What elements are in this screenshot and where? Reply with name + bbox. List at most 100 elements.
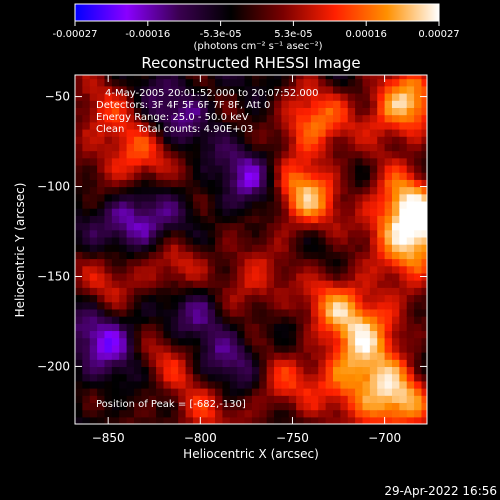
heatmap-cell bbox=[141, 323, 150, 332]
heatmap-cell bbox=[178, 416, 187, 424]
heatmap-cell bbox=[399, 388, 408, 396]
heatmap-cell bbox=[421, 308, 427, 317]
heatmap-cell bbox=[399, 265, 408, 274]
heatmap-cell bbox=[126, 121, 135, 130]
heatmap-cell bbox=[318, 229, 327, 238]
heatmap-cell bbox=[141, 229, 150, 238]
heatmap-cell bbox=[281, 136, 290, 144]
heatmap-cell bbox=[281, 316, 290, 324]
heatmap-cell bbox=[229, 236, 238, 245]
heatmap-cell bbox=[170, 107, 179, 116]
heatmap-cell bbox=[126, 323, 135, 332]
heatmap-cell bbox=[318, 359, 327, 368]
heatmap-cell bbox=[126, 352, 135, 360]
y-axis-ticks: −50−100−150−200 bbox=[37, 90, 427, 373]
heatmap-cell bbox=[141, 301, 150, 310]
heatmap-cell bbox=[362, 352, 371, 360]
heatmap-cell bbox=[133, 236, 142, 245]
heatmap-cell bbox=[200, 150, 209, 159]
heatmap-cell bbox=[141, 416, 150, 424]
heatmap-cell bbox=[200, 301, 209, 310]
heatmap-cell bbox=[148, 323, 157, 332]
heatmap-cell bbox=[133, 380, 142, 389]
heatmap-cell bbox=[421, 316, 427, 324]
heatmap-cell bbox=[170, 157, 179, 166]
heatmap-cell bbox=[362, 287, 371, 296]
heatmap-cell bbox=[318, 373, 327, 382]
heatmap-cell bbox=[288, 294, 297, 303]
heatmap-cell bbox=[82, 251, 91, 260]
heatmap-cell bbox=[133, 395, 142, 404]
heatmap-cell bbox=[237, 316, 246, 324]
heatmap-cell bbox=[207, 409, 216, 418]
heatmap-cell bbox=[274, 352, 283, 360]
heatmap-cell bbox=[377, 373, 386, 382]
heatmap-cell bbox=[237, 359, 246, 368]
heatmap-cell bbox=[222, 200, 231, 209]
heatmap-cell bbox=[384, 251, 393, 260]
heatmap-cell bbox=[163, 85, 172, 94]
heatmap-cell bbox=[170, 409, 179, 418]
heatmap-cell bbox=[148, 236, 157, 245]
heatmap-cell bbox=[406, 395, 415, 404]
heatmap-cell bbox=[192, 200, 201, 209]
heatmap-cell bbox=[244, 359, 253, 368]
heatmap-cell bbox=[178, 409, 187, 418]
heatmap-cell bbox=[104, 316, 113, 324]
heatmap-cell bbox=[200, 128, 209, 137]
heatmap-cell bbox=[178, 128, 187, 137]
heatmap-cell bbox=[355, 107, 364, 116]
heatmap-cell bbox=[75, 258, 83, 267]
heatmap-cell bbox=[421, 100, 427, 108]
heatmap-cell bbox=[318, 323, 327, 332]
heatmap-cell bbox=[355, 409, 364, 418]
heatmap-cell bbox=[333, 236, 341, 245]
heatmap-cell bbox=[325, 164, 334, 173]
heatmap-cell bbox=[244, 121, 253, 130]
heatmap-cell bbox=[215, 78, 224, 87]
heatmap-cell bbox=[97, 136, 106, 144]
heatmap-cell bbox=[229, 323, 238, 332]
heatmap-cell bbox=[141, 294, 150, 303]
heatmap-cell bbox=[281, 366, 290, 375]
heatmap-cell bbox=[207, 92, 216, 101]
heatmap-cell bbox=[406, 85, 415, 94]
heatmap-cell bbox=[281, 359, 290, 368]
heatmap-cell bbox=[192, 287, 201, 296]
heatmap-cell bbox=[288, 172, 297, 180]
heatmap-cell bbox=[178, 344, 187, 353]
heatmap-cell bbox=[97, 323, 106, 332]
heatmap-cell bbox=[163, 193, 172, 202]
heatmap-cell bbox=[303, 380, 312, 389]
heatmap-cell bbox=[170, 373, 179, 382]
heatmap-cell bbox=[215, 258, 224, 267]
heatmap-cell bbox=[192, 359, 201, 368]
heatmap-cell bbox=[156, 272, 165, 281]
heatmap-cell bbox=[377, 265, 386, 274]
heatmap-cell bbox=[310, 193, 319, 202]
heatmap-cell bbox=[369, 301, 378, 310]
heatmap-cell bbox=[399, 352, 408, 360]
heatmap-cell bbox=[126, 75, 135, 80]
heatmap-cell bbox=[362, 85, 371, 94]
heatmap-cell bbox=[148, 337, 157, 346]
heatmap-cell bbox=[377, 316, 386, 324]
heatmap-cell bbox=[148, 186, 157, 195]
heatmap-cell bbox=[82, 316, 91, 324]
heatmap-cell bbox=[377, 179, 386, 188]
heatmap-cell bbox=[362, 78, 371, 87]
heatmap-cell bbox=[399, 373, 408, 382]
heatmap-cell bbox=[369, 75, 378, 80]
heatmap-cell bbox=[274, 172, 283, 180]
heatmap-cell bbox=[97, 344, 106, 353]
heatmap-cell bbox=[377, 92, 386, 101]
heatmap-cell bbox=[141, 222, 150, 231]
heatmap-cell bbox=[215, 373, 224, 382]
heatmap-cell bbox=[126, 280, 135, 288]
heatmap-cell bbox=[82, 352, 91, 360]
heatmap-cell bbox=[340, 75, 349, 80]
heatmap-cell bbox=[170, 172, 179, 180]
heatmap-cell bbox=[215, 280, 224, 288]
heatmap-cell bbox=[75, 85, 83, 94]
heatmap-cell bbox=[362, 222, 371, 231]
